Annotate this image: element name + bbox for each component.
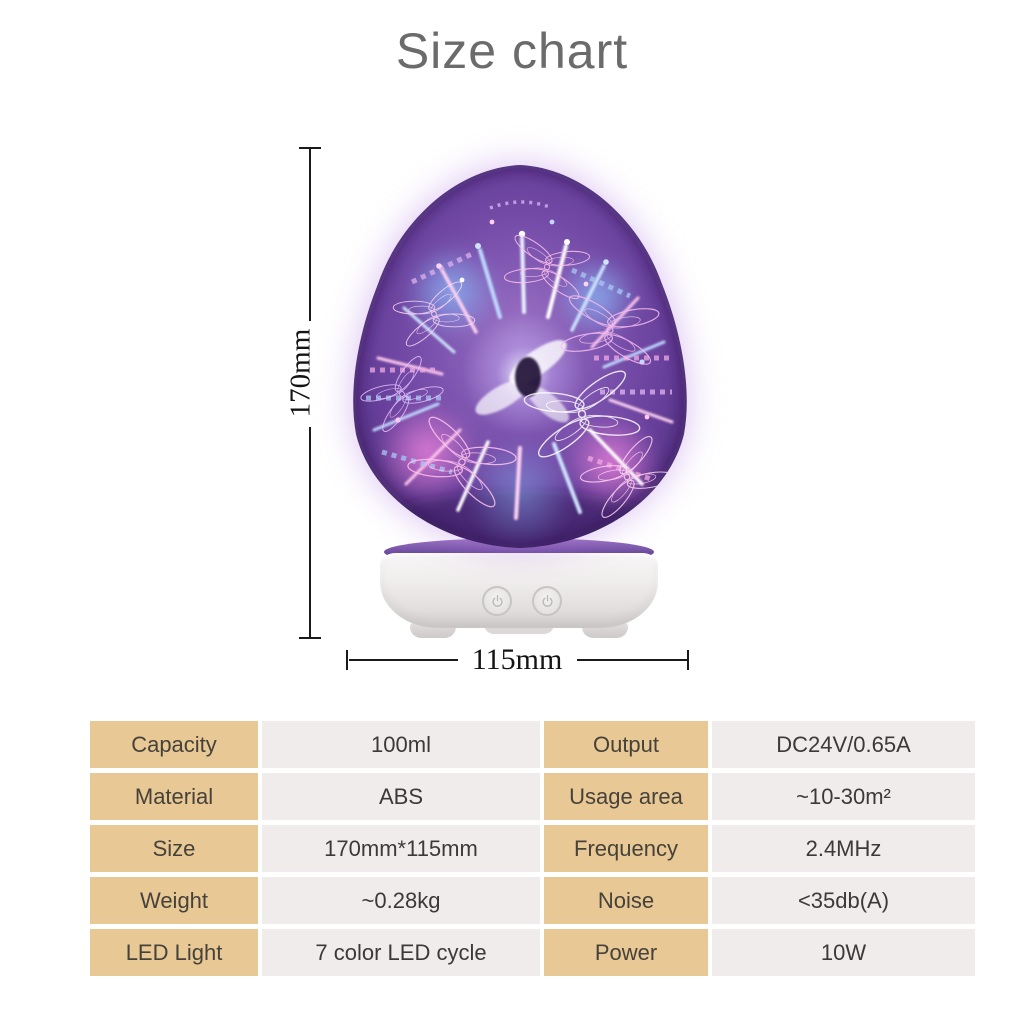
- spec-label-cell: LED Light: [90, 929, 258, 976]
- spec-value-cell: 10W: [712, 929, 975, 976]
- spec-value-cell: ~0.28kg: [262, 877, 540, 924]
- diffuser-base: [380, 538, 658, 640]
- spec-label-cell: Noise: [544, 877, 708, 924]
- spec-label-cell: Weight: [90, 877, 258, 924]
- width-dim-line-left: [349, 659, 458, 661]
- spec-value-cell: DC24V/0.65A: [712, 721, 975, 768]
- spec-label-cell: Capacity: [90, 721, 258, 768]
- spec-label-cell: Size: [90, 825, 258, 872]
- power-icon: [541, 594, 553, 607]
- height-dim-line-upper: [309, 149, 311, 321]
- spec-table: Capacity 100ml Output DC24V/0.65A Material AB…: [90, 721, 975, 976]
- power-button: [482, 586, 512, 616]
- spec-label-cell: Usage area: [544, 773, 708, 820]
- width-dimension-label: 115mm: [471, 643, 563, 676]
- power-icon: [491, 594, 503, 607]
- base-foot: [484, 624, 554, 634]
- light-button: [532, 586, 562, 616]
- width-dim-right-cap: [687, 650, 689, 670]
- firework-pattern: [353, 165, 687, 548]
- spec-label-cell: Material: [90, 773, 258, 820]
- page-title: Size chart: [395, 23, 629, 79]
- spec-value-cell: ~10-30m²: [712, 773, 975, 820]
- height-dim-line-lower: [309, 427, 311, 637]
- spec-label-cell: Output: [544, 721, 708, 768]
- spec-value-cell: 2.4MHz: [712, 825, 975, 872]
- spec-value-cell: 100ml: [262, 721, 540, 768]
- width-dim-line-right: [577, 659, 687, 661]
- diffuser-glass-globe: [353, 165, 687, 548]
- spec-value-cell: ABS: [262, 773, 540, 820]
- spec-label-cell: Power: [544, 929, 708, 976]
- width-dim-left-cap: [346, 650, 348, 670]
- spec-value-cell: 7 color LED cycle: [262, 929, 540, 976]
- spec-label-cell: Frequency: [544, 825, 708, 872]
- height-dim-bottom-cap: [299, 637, 321, 639]
- spec-value-cell: 170mm*115mm: [262, 825, 540, 872]
- spec-value-cell: <35db(A): [712, 877, 975, 924]
- height-dimension-label: 170mm: [284, 328, 317, 418]
- height-dim-top-cap: [299, 147, 321, 149]
- base-body: [380, 553, 658, 628]
